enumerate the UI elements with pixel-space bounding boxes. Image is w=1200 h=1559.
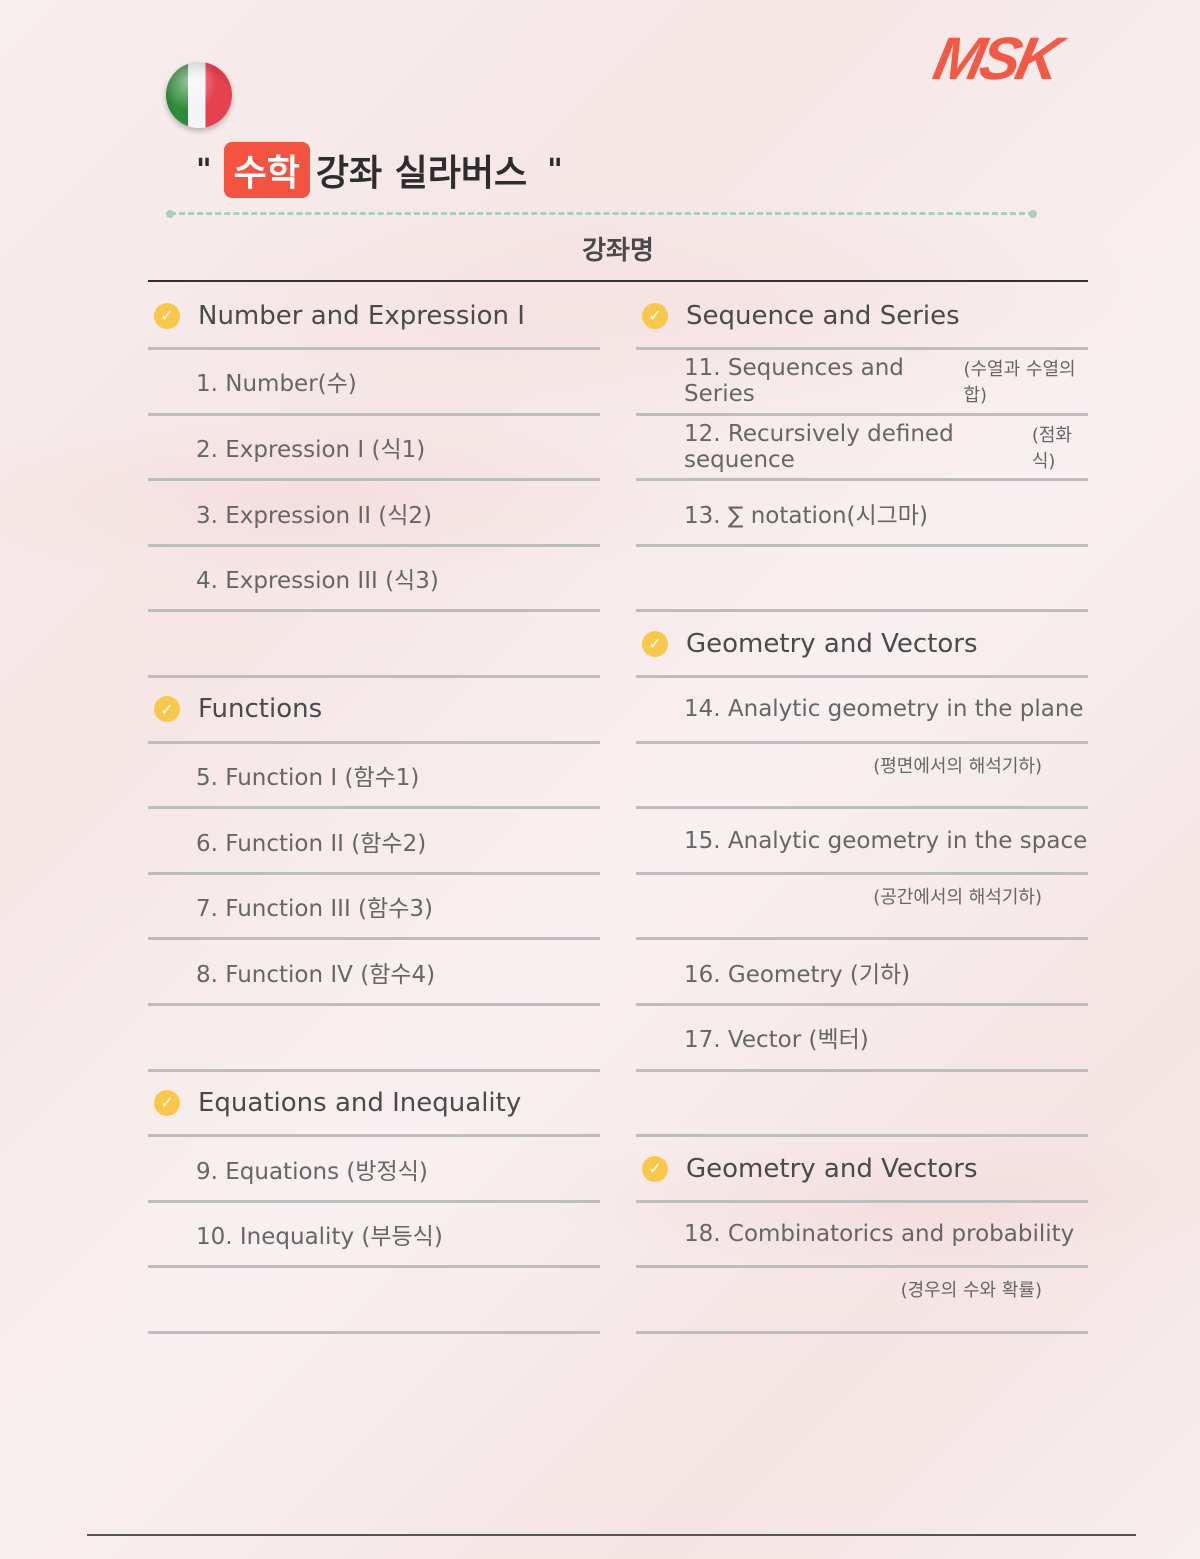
course-row: 5. Function I (함수1) <box>148 744 600 810</box>
empty-row <box>148 1268 600 1334</box>
row-label: Equations and Inequality <box>198 1087 522 1118</box>
empty-row <box>636 547 1088 613</box>
check-circle-icon: ✓ <box>642 302 668 329</box>
course-row: 7. Function III (함수3) <box>148 875 600 941</box>
course-row: 9. Equations (방정식) <box>148 1137 600 1203</box>
check-circle-icon: ✓ <box>154 696 180 723</box>
italy-flag-icon <box>166 62 232 128</box>
header-rule <box>148 280 1088 282</box>
row-label: 9. Equations (방정식) <box>196 1158 428 1185</box>
section-header: ✓ Equations and Inequality <box>148 1072 600 1138</box>
row-korean-label: (점화식) <box>1031 424 1072 472</box>
row-label: (공간에서의 해석기하) <box>873 886 1042 908</box>
check-circle-icon: ✓ <box>154 1089 180 1116</box>
left-course-column: ✓ Number and Expression I 1. Number(수) 2. E… <box>148 285 600 1334</box>
course-row: 14. Analytic geometry in the plane <box>636 678 1088 744</box>
row-label: 10. Inequality (부등식) <box>196 1224 443 1251</box>
page-title: " 수학 강좌 실라버스 " <box>196 142 563 198</box>
section-header: ✓ Geometry and Vectors <box>636 612 1088 679</box>
row-label: Sequence and Series <box>686 300 960 331</box>
row-label: 16. Geometry (기하) <box>684 961 911 988</box>
row-label: 8. Function IV (함수4) <box>196 961 436 988</box>
course-row: 1. Number(수) <box>148 350 600 416</box>
dashed-divider <box>170 212 1034 215</box>
course-row: 16. Geometry (기하) <box>636 940 1088 1007</box>
course-row: 12. Recursively defined sequence (점화식) <box>636 416 1088 482</box>
course-row: 18. Combinatorics and probability <box>636 1203 1088 1269</box>
section-header: ✓ Sequence and Series <box>636 285 1088 351</box>
row-label: 17. Vector (벡터) <box>684 1027 869 1054</box>
row-label: 3. Expression II (식2) <box>196 502 433 529</box>
course-row: 10. Inequality (부등식) <box>148 1203 600 1269</box>
empty-row <box>636 1072 1088 1138</box>
row-label: Geometry and Vectors <box>686 1153 978 1184</box>
row-label: 13. ∑ notation(시그마) <box>684 502 928 529</box>
row-label: (경우의 수와 확률) <box>900 1280 1042 1302</box>
course-row: 4. Expression III (식3) <box>148 547 600 613</box>
msk-logo: MSK <box>927 25 1064 92</box>
close-quote: " <box>547 152 563 188</box>
open-quote: " <box>196 152 212 188</box>
check-circle-icon: ✓ <box>642 1155 668 1182</box>
right-course-column: ✓ Sequence and Series 11. Sequences and Se… <box>636 285 1088 1334</box>
empty-row <box>148 1006 600 1072</box>
course-row: 13. ∑ notation(시그마) <box>636 481 1088 547</box>
row-label: 18. Combinatorics and probability <box>684 1221 1075 1248</box>
column-header: 강좌명 <box>582 236 654 266</box>
row-label: Functions <box>198 694 323 725</box>
course-row: 6. Function II (함수2) <box>148 809 600 875</box>
empty-row <box>148 612 600 679</box>
row-label: Geometry and Vectors <box>686 628 978 659</box>
row-label: 7. Function III (함수3) <box>196 896 433 923</box>
check-circle-icon: ✓ <box>154 302 180 329</box>
title-highlight: 수학 <box>223 142 310 198</box>
title-text: 강좌 실라버스 <box>315 153 528 194</box>
course-row: 3. Expression II (식2) <box>148 481 600 547</box>
row-label: (평면에서의 해석기하) <box>873 755 1042 777</box>
row-label: 1. Number(수) <box>196 371 357 398</box>
row-label: 11. Sequences and Series <box>684 355 904 408</box>
course-row: 8. Function IV (함수4) <box>148 940 600 1007</box>
row-label: 14. Analytic geometry in the plane <box>684 696 1084 723</box>
course-row: 15. Analytic geometry in the space <box>636 809 1088 875</box>
row-label: 12. Recursively defined sequence <box>684 420 954 473</box>
divider-dot <box>1029 210 1037 218</box>
row-label: Number and Expression I <box>198 300 525 331</box>
row-label: 4. Expression III (식3) <box>196 568 439 595</box>
course-subtitle: (평면에서의 해석기하) <box>636 744 1088 810</box>
course-row: 2. Expression I (식1) <box>148 416 600 482</box>
course-subtitle: (경우의 수와 확률) <box>636 1268 1088 1334</box>
check-circle-icon: ✓ <box>642 630 668 657</box>
course-subtitle: (공간에서의 해석기하) <box>636 875 1088 941</box>
row-korean-label: (수열과 수열의합) <box>963 359 1076 407</box>
row-label: 15. Analytic geometry in the space <box>684 827 1088 854</box>
section-header: ✓ Geometry and Vectors <box>636 1137 1088 1203</box>
section-header: ✓ Functions <box>148 678 600 744</box>
section-header: ✓ Number and Expression I <box>148 285 600 351</box>
course-row: 17. Vector (벡터) <box>636 1006 1088 1072</box>
row-label: 2. Expression I (식1) <box>196 436 426 463</box>
row-label: 5. Function I (함수1) <box>196 764 420 791</box>
row-label: 6. Function II (함수2) <box>196 830 427 857</box>
footer-rule <box>87 1534 1136 1536</box>
course-row: 11. Sequences and Series (수열과 수열의합) <box>636 350 1088 416</box>
